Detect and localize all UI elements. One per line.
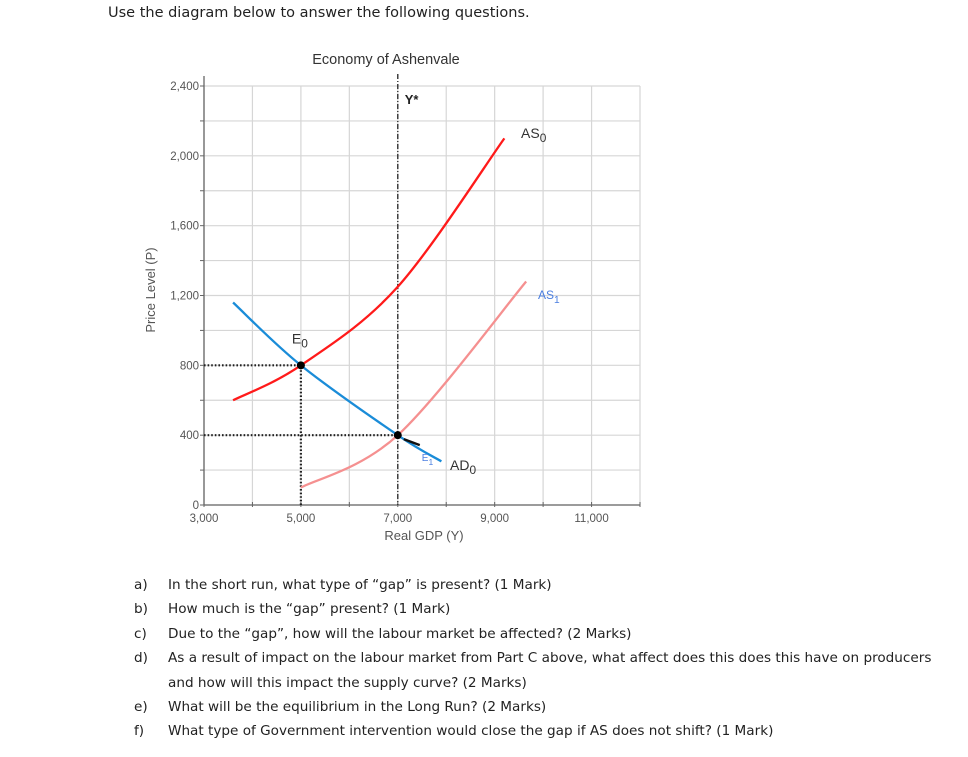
question-item: d) As a result of impact on the labour ma…: [134, 646, 934, 695]
guides: Y*: [204, 74, 419, 505]
question-letter: c): [134, 625, 147, 642]
question-item: c) Due to the “gap”, how will the labour …: [134, 622, 934, 646]
y-tick-label: 1,600: [170, 221, 199, 233]
chart-title: Economy of Ashenvale: [312, 52, 460, 68]
label-ad0: AD0: [450, 457, 476, 477]
label-as0: AS0: [521, 125, 547, 145]
question-text: Due to the “gap”, how will the labour ma…: [168, 625, 632, 642]
x-tick-label: 7,000: [383, 513, 412, 525]
question-letter: b): [134, 601, 148, 618]
y-tick-label: 2,400: [170, 81, 199, 93]
question-item: a) In the short run, what type of “gap” i…: [134, 573, 934, 597]
axes: 3,000 5,000 7,000 9,000 11,000 0 400 800 1,200 1,…: [170, 76, 641, 525]
equilibrium-point-e1: [393, 431, 402, 440]
curve-as0: [232, 137, 506, 402]
question-letter: a): [134, 577, 148, 593]
tangent-marker: [403, 438, 421, 447]
question-item: b) How much is the “gap” present? (1 Mark…: [134, 597, 934, 621]
question-letter: d): [134, 650, 148, 667]
y-tick-label: 400: [180, 430, 199, 442]
curve-as1: [300, 280, 528, 489]
y-tick-label: 2,000: [170, 151, 199, 163]
question-text: How much is the “gap” present? (1 Mark): [168, 601, 451, 618]
x-tick-label: 3,000: [190, 513, 219, 525]
question-item: e) What will be the equilibrium in the Lo…: [134, 695, 934, 719]
x-tick-label: 11,000: [574, 513, 608, 525]
curve-ad0: [232, 301, 442, 463]
x-tick-label: 9,000: [480, 513, 509, 525]
question-text: As a result of impact on the labour mark…: [168, 650, 932, 691]
question-text: In the short run, what type of “gap” is …: [168, 577, 552, 593]
x-tick-label: 5,000: [286, 513, 315, 525]
economy-chart: 3,000 5,000 7,000 9,000 11,000 0 400 800 1,200 1,…: [143, 52, 641, 543]
question-text: What will be the equilibrium in the Long…: [168, 699, 547, 716]
label-as1: AS1: [538, 288, 560, 306]
question-letter: f): [134, 723, 145, 740]
potential-output-label: Y*: [405, 92, 420, 107]
question-list: a) In the short run, what type of “gap” i…: [134, 573, 934, 744]
y-tick-label: 0: [193, 500, 199, 512]
grid: [203, 85, 641, 506]
question-text: What type of Government intervention wou…: [168, 723, 774, 740]
question-item: f) What type of Government intervention w…: [134, 719, 934, 743]
y-tick-label: 800: [180, 360, 199, 372]
question-letter: e): [134, 699, 148, 716]
labels: AS0 AS1 AD0 E0 E1: [292, 125, 560, 477]
instructions-text: Use the diagram below to answer the foll…: [108, 5, 530, 21]
x-axis-label: Real GDP (Y): [384, 528, 463, 543]
label-e1: E1: [422, 453, 434, 467]
y-axis-label: Price Level (P): [143, 247, 158, 332]
label-e0: E0: [292, 330, 308, 350]
curves: [232, 137, 528, 489]
equilibrium-point-e0: [296, 361, 305, 370]
y-tick-label: 1,200: [170, 291, 199, 303]
